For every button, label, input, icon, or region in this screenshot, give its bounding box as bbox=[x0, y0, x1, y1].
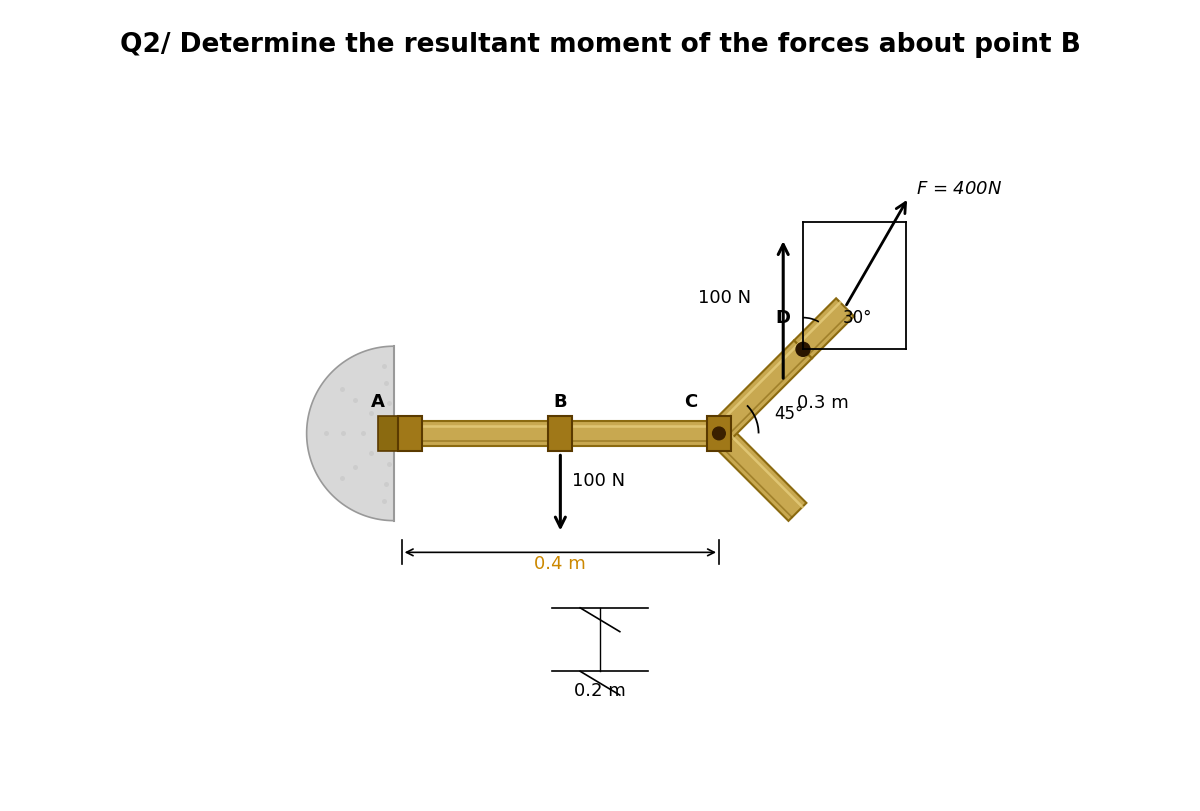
Text: C: C bbox=[684, 393, 698, 410]
Polygon shape bbox=[402, 421, 719, 447]
Text: $F$ = 400N: $F$ = 400N bbox=[917, 180, 1003, 198]
Text: 45°: 45° bbox=[774, 404, 804, 422]
Text: 100 N: 100 N bbox=[698, 289, 751, 307]
Polygon shape bbox=[307, 347, 394, 521]
Bar bbox=[707, 417, 731, 451]
Text: D: D bbox=[775, 308, 791, 326]
Text: 100 N: 100 N bbox=[572, 471, 625, 489]
Polygon shape bbox=[710, 341, 812, 443]
Polygon shape bbox=[794, 299, 854, 358]
Bar bbox=[548, 417, 572, 451]
Circle shape bbox=[713, 427, 725, 440]
Text: 30°: 30° bbox=[842, 308, 872, 326]
Text: A: A bbox=[371, 393, 385, 410]
Bar bbox=[378, 416, 414, 452]
Polygon shape bbox=[710, 425, 806, 521]
Text: B: B bbox=[553, 393, 568, 410]
Text: Q2/ Determine the resultant moment of the forces about point B: Q2/ Determine the resultant moment of th… bbox=[120, 32, 1080, 58]
Circle shape bbox=[796, 343, 810, 357]
Text: 0.4 m: 0.4 m bbox=[534, 555, 587, 573]
Text: 0.3 m: 0.3 m bbox=[797, 394, 848, 412]
Bar bbox=[398, 417, 421, 451]
Text: 0.2 m: 0.2 m bbox=[574, 681, 626, 699]
